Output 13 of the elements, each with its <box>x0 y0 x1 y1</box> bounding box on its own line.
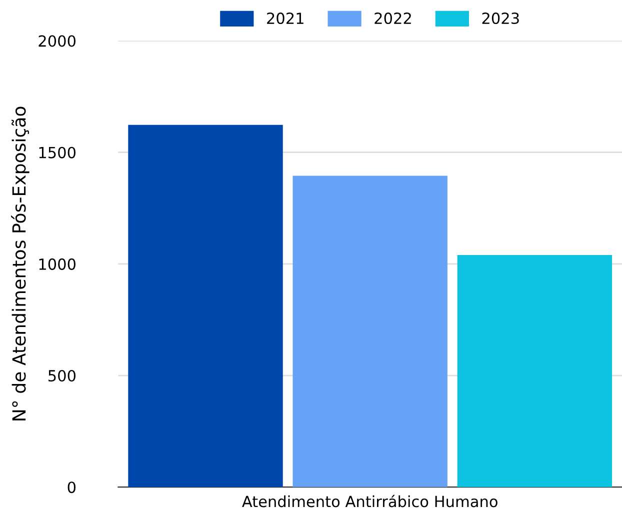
bar <box>128 124 283 488</box>
bar <box>292 176 448 488</box>
x-tick-label: Atendimento Antirrábico Humano <box>242 494 498 508</box>
y-tick-label: 0 <box>68 482 76 494</box>
y-tick-label: 2000 <box>38 35 76 47</box>
bar <box>457 255 612 488</box>
y-tick-label: 1000 <box>39 258 76 270</box>
legend-label: 2021 <box>267 12 304 24</box>
y-tick-label: 500 <box>48 370 76 382</box>
y-axis-title: N° de Atendimentos Pós-Exposição <box>11 106 30 420</box>
y-tick-label: 1500 <box>39 146 76 158</box>
legend-label: 2022 <box>374 12 411 24</box>
legend-label: 2023 <box>482 12 519 24</box>
